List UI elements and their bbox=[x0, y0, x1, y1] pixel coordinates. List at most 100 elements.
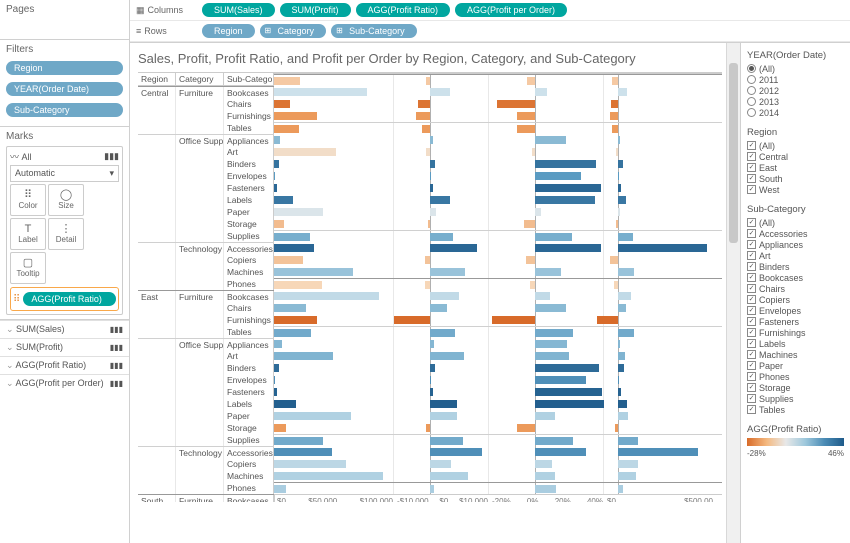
bar[interactable] bbox=[274, 412, 351, 420]
bar[interactable] bbox=[618, 460, 639, 468]
region-check-item[interactable]: South bbox=[747, 173, 844, 184]
bar[interactable] bbox=[618, 388, 621, 396]
scroll-thumb[interactable] bbox=[729, 63, 738, 243]
year-radio-item[interactable]: 2013 bbox=[747, 96, 844, 107]
subcat-check-item[interactable]: (All) bbox=[747, 217, 844, 228]
bar[interactable] bbox=[274, 136, 280, 144]
bar[interactable] bbox=[274, 160, 279, 168]
bar[interactable] bbox=[618, 364, 624, 372]
bar[interactable] bbox=[274, 388, 277, 396]
marks-label-button[interactable]: TLabel bbox=[10, 218, 46, 250]
bar[interactable] bbox=[618, 412, 628, 420]
bar[interactable] bbox=[274, 100, 290, 108]
row-pill[interactable]: Region bbox=[202, 24, 255, 38]
bar[interactable] bbox=[610, 256, 618, 264]
measure-card[interactable]: ⌄ AGG(Profit Ratio)▮▮▮ bbox=[0, 356, 129, 374]
bar[interactable] bbox=[535, 388, 602, 396]
subcat-check-item[interactable]: Supplies bbox=[747, 393, 844, 404]
region-check-item[interactable]: Central bbox=[747, 151, 844, 162]
bar[interactable] bbox=[618, 268, 635, 276]
region-check-item[interactable]: West bbox=[747, 184, 844, 195]
bar[interactable] bbox=[618, 472, 636, 480]
row-pill[interactable]: Sub-Category bbox=[331, 24, 417, 38]
bar[interactable] bbox=[274, 437, 323, 445]
bar[interactable] bbox=[274, 125, 299, 133]
bar[interactable] bbox=[618, 88, 628, 96]
bar[interactable] bbox=[618, 292, 631, 300]
bar[interactable] bbox=[618, 208, 620, 216]
bar[interactable] bbox=[430, 329, 455, 337]
subcat-check-item[interactable]: Paper bbox=[747, 360, 844, 371]
columns-shelf[interactable]: ▦Columns SUM(Sales)SUM(Profit)AGG(Profit… bbox=[130, 0, 850, 21]
vertical-scrollbar[interactable] bbox=[726, 43, 740, 543]
bar[interactable] bbox=[526, 256, 535, 264]
bar[interactable] bbox=[274, 268, 353, 276]
bar[interactable] bbox=[418, 100, 430, 108]
bar[interactable] bbox=[416, 112, 429, 120]
subcat-check-item[interactable]: Art bbox=[747, 250, 844, 261]
bar[interactable] bbox=[517, 112, 535, 120]
column-pill[interactable]: SUM(Sales) bbox=[202, 3, 275, 17]
bar[interactable] bbox=[618, 437, 639, 445]
bar[interactable] bbox=[535, 329, 573, 337]
bar[interactable] bbox=[430, 460, 451, 468]
region-check-item[interactable]: (All) bbox=[747, 140, 844, 151]
bar[interactable] bbox=[274, 196, 293, 204]
bar[interactable] bbox=[422, 125, 430, 133]
bar[interactable] bbox=[430, 172, 431, 180]
marks-size-button[interactable]: ◯Size bbox=[48, 184, 84, 216]
bar[interactable] bbox=[430, 388, 434, 396]
column-pill[interactable]: SUM(Profit) bbox=[280, 3, 351, 17]
bar[interactable] bbox=[274, 316, 317, 324]
marks-color-button[interactable]: ⠿Color bbox=[10, 184, 46, 216]
bar[interactable] bbox=[430, 364, 436, 372]
bar[interactable] bbox=[535, 292, 550, 300]
bar[interactable] bbox=[274, 233, 310, 241]
filter-pill[interactable]: YEAR(Order Date) bbox=[6, 82, 123, 96]
subcat-check-item[interactable]: Binders bbox=[747, 261, 844, 272]
bar[interactable] bbox=[618, 160, 624, 168]
bar[interactable] bbox=[535, 364, 599, 372]
bar[interactable] bbox=[274, 304, 306, 312]
bar[interactable] bbox=[497, 100, 535, 108]
marks-detail-button[interactable]: ⋮Detail bbox=[48, 218, 84, 250]
bar[interactable] bbox=[430, 196, 450, 204]
bar[interactable] bbox=[430, 292, 459, 300]
bar[interactable] bbox=[430, 136, 434, 144]
bar[interactable] bbox=[535, 268, 561, 276]
subcat-check-item[interactable]: Labels bbox=[747, 338, 844, 349]
bar[interactable] bbox=[535, 233, 572, 241]
bar[interactable] bbox=[618, 244, 707, 252]
bar[interactable] bbox=[611, 100, 618, 108]
bar[interactable] bbox=[618, 340, 620, 348]
bar[interactable] bbox=[535, 412, 555, 420]
bar[interactable] bbox=[430, 472, 469, 480]
bar[interactable] bbox=[615, 424, 618, 432]
bar[interactable] bbox=[618, 233, 633, 241]
bar[interactable] bbox=[430, 208, 436, 216]
year-radio-item[interactable]: (All) bbox=[747, 63, 844, 74]
mark-type-dropdown[interactable]: Automatic▾ bbox=[10, 165, 119, 182]
year-radio-item[interactable]: 2014 bbox=[747, 107, 844, 118]
bar[interactable] bbox=[274, 220, 284, 228]
subcat-check-item[interactable]: Envelopes bbox=[747, 305, 844, 316]
bar[interactable] bbox=[524, 220, 535, 228]
subcat-check-item[interactable]: Fasteners bbox=[747, 316, 844, 327]
bar[interactable] bbox=[430, 412, 457, 420]
bar[interactable] bbox=[618, 304, 626, 312]
bar[interactable] bbox=[274, 244, 314, 252]
bar[interactable] bbox=[535, 485, 556, 493]
bar[interactable] bbox=[535, 352, 569, 360]
bar[interactable] bbox=[616, 148, 617, 156]
bar[interactable] bbox=[535, 160, 596, 168]
bar[interactable] bbox=[535, 196, 595, 204]
bar[interactable] bbox=[530, 281, 535, 289]
bar[interactable] bbox=[274, 460, 346, 468]
bar[interactable] bbox=[535, 208, 541, 216]
filter-pill[interactable]: Sub-Category bbox=[6, 103, 123, 117]
bar[interactable] bbox=[517, 424, 535, 432]
bar[interactable] bbox=[274, 292, 379, 300]
measure-card[interactable]: ⌄ AGG(Profit per Order)▮▮▮ bbox=[0, 374, 129, 392]
bar[interactable] bbox=[430, 340, 435, 348]
bar[interactable] bbox=[274, 329, 311, 337]
